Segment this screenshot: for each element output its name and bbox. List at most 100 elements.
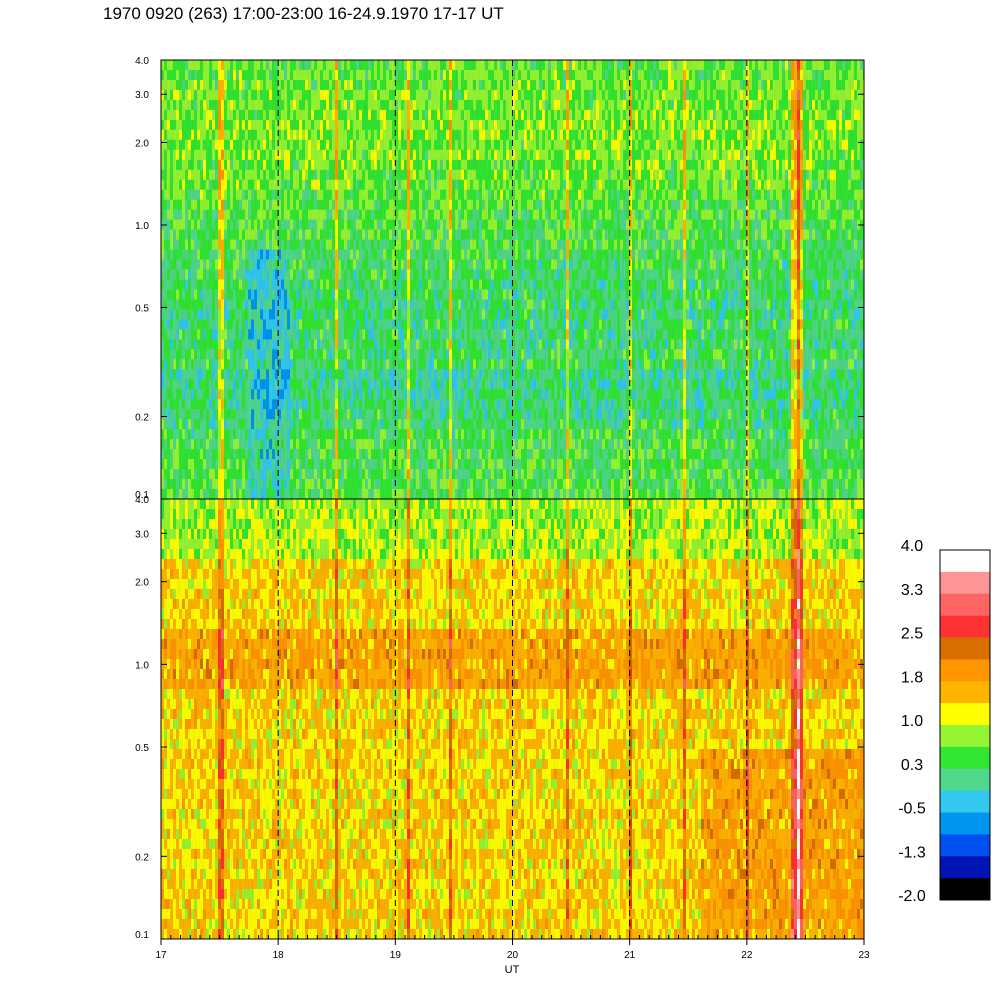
spectrogram-cell bbox=[470, 199, 474, 211]
spectrogram-cell bbox=[419, 119, 423, 131]
spectrogram-cell bbox=[374, 119, 378, 131]
spectrogram-cell bbox=[476, 269, 480, 280]
spectrogram-cell bbox=[245, 389, 249, 400]
spectrogram-cell bbox=[497, 329, 501, 340]
spectrogram-cell bbox=[440, 269, 444, 280]
spectrogram-cell bbox=[416, 119, 420, 131]
spectrogram-cell bbox=[296, 259, 300, 270]
spectrogram-cell bbox=[263, 149, 267, 161]
spectrogram-cell bbox=[407, 149, 411, 161]
spectrogram-cell bbox=[446, 249, 450, 260]
spectrogram-cell bbox=[305, 60, 309, 71]
spectrogram-cell bbox=[164, 469, 168, 480]
spectrogram-cell bbox=[422, 329, 426, 340]
spectrogram-cell bbox=[323, 479, 327, 490]
spectrogram-cell bbox=[323, 129, 327, 141]
spectrogram-cell bbox=[380, 109, 384, 121]
spectrogram-cell bbox=[194, 179, 198, 191]
spectrogram-cell bbox=[242, 409, 246, 420]
spectrogram-cell bbox=[500, 229, 504, 240]
spectrogram-cell bbox=[449, 399, 453, 410]
spectrogram-cell bbox=[428, 299, 432, 310]
spectrogram-cell bbox=[377, 219, 381, 230]
spectrogram-cell bbox=[329, 479, 333, 490]
spectrogram-cell bbox=[167, 60, 171, 71]
spectrogram-cell bbox=[443, 209, 447, 221]
spectrogram-cell bbox=[446, 219, 450, 230]
spectrogram-cell bbox=[311, 189, 315, 201]
spectrogram-cell bbox=[383, 449, 387, 460]
spectrogram-cell bbox=[188, 389, 192, 400]
spectrogram-cell bbox=[437, 459, 441, 470]
spectrogram-cell bbox=[479, 389, 483, 400]
spectrogram-cell bbox=[278, 329, 282, 340]
spectrogram-cell bbox=[488, 379, 492, 390]
spectrogram-cell bbox=[182, 179, 186, 191]
spectrogram-cell bbox=[437, 70, 441, 81]
spectrogram-cell bbox=[296, 169, 300, 181]
spectrogram-cell bbox=[194, 119, 198, 131]
spectrogram-cell bbox=[242, 399, 246, 410]
spectrogram-cell bbox=[452, 449, 456, 460]
spectrogram-cell bbox=[497, 429, 501, 440]
spectrogram-cell bbox=[410, 139, 414, 151]
spectrogram-cell bbox=[476, 99, 480, 111]
spectrogram-cell bbox=[368, 169, 372, 181]
spectrogram-cell bbox=[473, 439, 477, 450]
spectrogram-cell bbox=[446, 289, 450, 300]
spectrogram-cell bbox=[443, 169, 447, 181]
spectrogram-cell bbox=[242, 209, 246, 221]
spectrogram-cell bbox=[365, 479, 369, 490]
spectrogram-cell bbox=[401, 199, 405, 211]
spectrogram-cell bbox=[464, 389, 468, 400]
spectrogram-cell bbox=[260, 359, 264, 370]
spectrogram-cell bbox=[161, 109, 165, 121]
spectrogram-cell bbox=[383, 70, 387, 81]
spectrogram-cell bbox=[383, 469, 387, 480]
spectrogram-cell bbox=[419, 289, 423, 300]
spectrogram-cell bbox=[317, 129, 321, 141]
spectrogram-cell bbox=[440, 479, 444, 490]
spectrogram-cell bbox=[431, 179, 435, 191]
spectrogram-cell bbox=[308, 60, 312, 71]
spectrogram-cell bbox=[383, 369, 387, 380]
spectrogram-cell bbox=[419, 309, 423, 320]
spectrogram-cell bbox=[428, 459, 432, 470]
spectrogram-cell bbox=[215, 179, 219, 191]
spectrogram-cell bbox=[491, 379, 495, 390]
spectrogram-cell bbox=[257, 469, 261, 480]
spectrogram-cell bbox=[365, 359, 369, 370]
spectrogram-cell bbox=[395, 179, 399, 191]
spectrogram-cell bbox=[236, 399, 240, 410]
spectrogram-cell bbox=[356, 469, 360, 480]
spectrogram-cell bbox=[206, 229, 210, 240]
spectrogram-cell bbox=[230, 349, 234, 360]
spectrogram-cell bbox=[275, 299, 279, 310]
spectrogram-cell bbox=[245, 479, 249, 490]
spectrogram-cell bbox=[416, 99, 420, 111]
spectrogram-cell bbox=[236, 109, 240, 121]
spectrogram-cell bbox=[482, 409, 486, 420]
spectrogram-cell bbox=[380, 169, 384, 181]
spectrogram-cell bbox=[311, 439, 315, 450]
spectrogram-cell bbox=[185, 359, 189, 370]
spectrogram-cell bbox=[161, 179, 165, 191]
spectrogram-cell bbox=[332, 269, 336, 280]
spectrogram-cell bbox=[470, 399, 474, 410]
spectrogram-cell bbox=[455, 219, 459, 230]
spectrogram-cell bbox=[401, 369, 405, 380]
spectrogram-cell bbox=[407, 449, 411, 460]
spectrogram-cell bbox=[302, 319, 306, 330]
spectrogram-cell bbox=[479, 249, 483, 260]
spectrogram-cell bbox=[251, 139, 255, 151]
spectrogram-cell bbox=[248, 369, 252, 380]
spectrogram-cell bbox=[455, 119, 459, 131]
spectrogram-cell bbox=[314, 469, 318, 480]
spectrogram-cell bbox=[458, 369, 462, 380]
spectrogram-cell bbox=[488, 369, 492, 380]
spectrogram-cell bbox=[221, 419, 225, 430]
spectrogram-cell bbox=[173, 149, 177, 161]
spectrogram-cell bbox=[272, 199, 276, 211]
spectrogram-cell bbox=[428, 109, 432, 121]
spectrogram-cell bbox=[332, 479, 336, 490]
